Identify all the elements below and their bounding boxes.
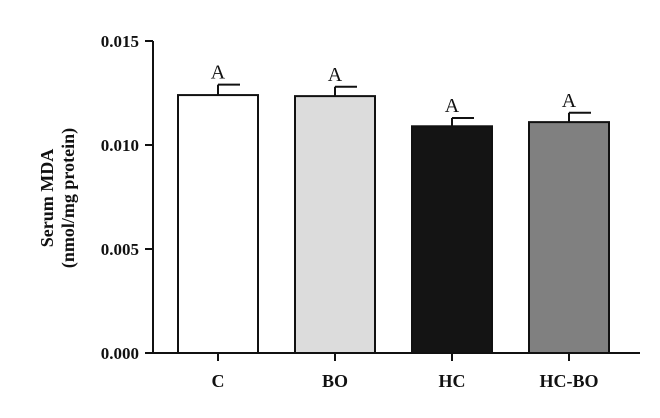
significance-label: A: [562, 90, 577, 112]
x-tick-label: HC: [439, 371, 466, 391]
significance-label: A: [445, 95, 460, 117]
bars: A A A A: [177, 62, 610, 355]
significance-label: A: [328, 64, 343, 86]
bar-hc: [411, 125, 493, 354]
bar-hc-bo: [528, 121, 610, 355]
x-tick-label: BO: [322, 371, 348, 391]
y-tick-label: 0.005: [101, 240, 139, 259]
y-tick-label: 0.010: [101, 136, 139, 155]
y-tick-label: 0.015: [101, 32, 139, 51]
y-axis-title-line1: Serum MDA: [37, 149, 57, 247]
y-tick-label: 0.000: [101, 344, 139, 363]
bar-c: [177, 94, 259, 355]
significance-label: A: [211, 62, 226, 84]
y-ticks: 0.000 0.005 0.010 0.015: [101, 32, 153, 363]
x-tick-labels: C BO HC HC-BO: [212, 353, 599, 391]
bar-bo: [294, 95, 376, 355]
x-tick-label: C: [212, 371, 225, 391]
y-axis-title: Serum MDA (nmol/mg protein): [37, 128, 79, 268]
y-axis-title-line2: (nmol/mg protein): [58, 128, 79, 268]
x-tick-label: HC-BO: [539, 371, 598, 391]
